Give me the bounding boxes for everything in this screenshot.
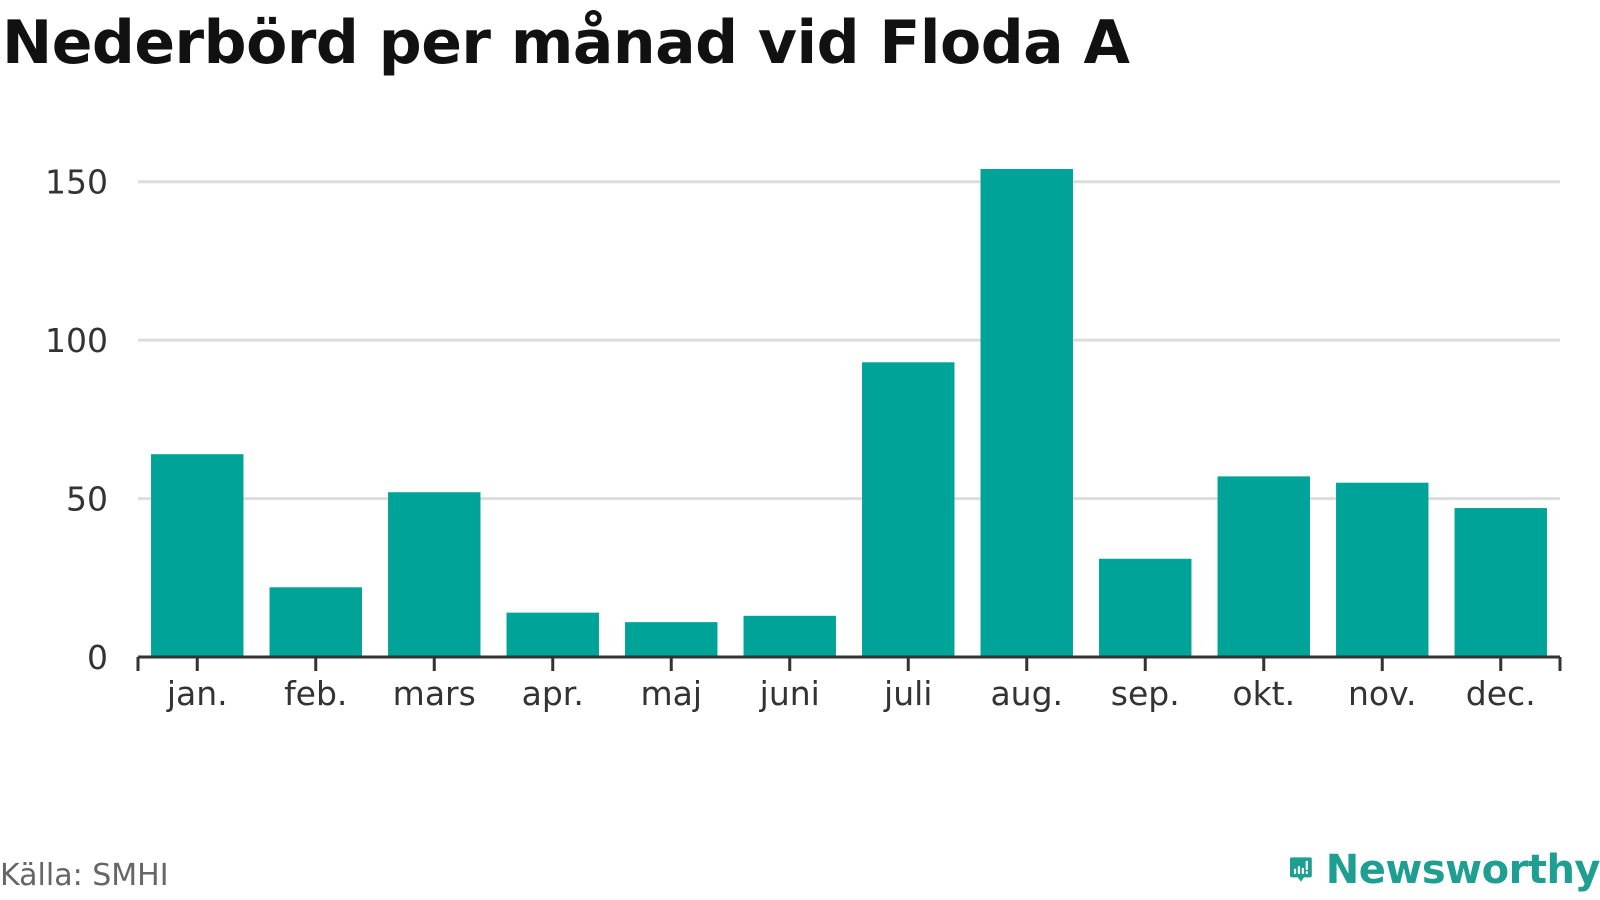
source-label: Källa: SMHI bbox=[0, 858, 169, 893]
newsworthy-logo-icon bbox=[1290, 857, 1312, 882]
x-tick-label: feb. bbox=[284, 674, 347, 713]
x-tick-label: apr. bbox=[522, 674, 584, 713]
x-tick-label: juli bbox=[883, 674, 932, 713]
chart-title: Nederbörd per månad vid Floda A bbox=[2, 8, 1130, 78]
x-tick-label: aug. bbox=[990, 674, 1063, 713]
bar-dec bbox=[1454, 508, 1547, 657]
x-tick-label: sep. bbox=[1111, 674, 1180, 713]
bar-maj bbox=[625, 622, 718, 657]
y-tick-label: 100 bbox=[45, 321, 108, 360]
bar-sep bbox=[1099, 558, 1192, 657]
bar-aug bbox=[980, 169, 1073, 657]
y-tick-label: 50 bbox=[66, 480, 108, 519]
x-tick-label: juni bbox=[759, 674, 820, 713]
x-tick-label: mars bbox=[393, 674, 476, 713]
brand-logo: Newsworthy bbox=[1290, 840, 1600, 900]
bar-feb bbox=[269, 587, 362, 657]
bar-juni bbox=[743, 615, 836, 657]
y-tick-label: 150 bbox=[45, 163, 108, 202]
bar-nov bbox=[1336, 482, 1429, 657]
y-tick-label: 0 bbox=[87, 638, 108, 677]
x-tick-label: jan. bbox=[166, 674, 228, 713]
bar-jan bbox=[151, 454, 244, 657]
x-tick-label: nov. bbox=[1348, 674, 1417, 713]
axes bbox=[136, 655, 1562, 671]
tick-labels: 0 50 100 150 jan. feb. mars apr. maj juni juli aug.… bbox=[45, 163, 1536, 713]
x-tick-label: maj bbox=[640, 674, 702, 713]
x-tick-label: okt. bbox=[1232, 674, 1295, 713]
gridlines bbox=[138, 180, 1560, 501]
bar-juli bbox=[862, 362, 955, 657]
bar-apr bbox=[506, 612, 599, 657]
bar-okt bbox=[1217, 476, 1310, 657]
brand-name: Newsworthy bbox=[1325, 847, 1600, 893]
x-tick-label: dec. bbox=[1466, 674, 1536, 713]
bar-mars bbox=[388, 492, 481, 657]
bars bbox=[151, 169, 1547, 657]
